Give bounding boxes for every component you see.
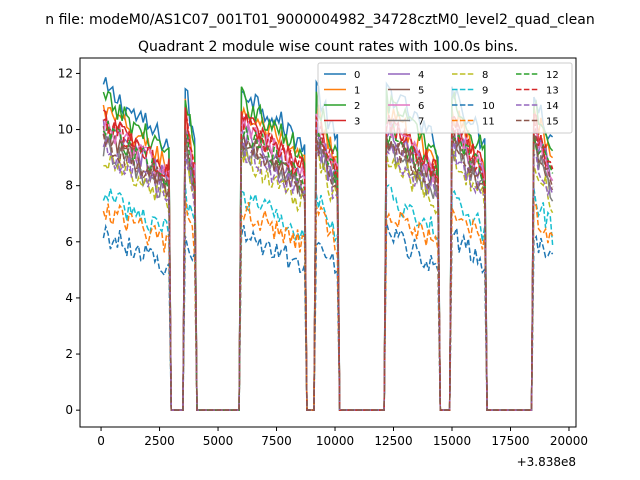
y-tick-label: 4: [65, 291, 73, 305]
legend-label: 0: [354, 70, 360, 81]
chart-title: Quadrant 2 module wise count rates with …: [138, 39, 518, 55]
legend-label: 10: [482, 101, 495, 112]
legend-label: 8: [482, 70, 488, 81]
legend-label: 6: [418, 101, 424, 112]
series-layer: [102, 77, 554, 411]
series-line: [102, 139, 554, 411]
legend-label: 9: [482, 86, 488, 97]
legend-label: 12: [546, 70, 559, 81]
x-tick-label: 20000: [550, 434, 588, 448]
x-tick-label: 12500: [374, 434, 412, 448]
x-tick-label: 17500: [491, 434, 529, 448]
legend-label: 2: [354, 101, 360, 112]
x-tick-label: 5000: [203, 434, 234, 448]
y-axis: 0 2 4 6 8 10 12: [58, 66, 80, 417]
legend-label: 1: [354, 86, 360, 97]
y-tick-label: 6: [65, 235, 73, 249]
y-tick-label: 10: [58, 123, 73, 137]
y-tick-label: 0: [65, 403, 73, 417]
x-tick-label: 0: [97, 434, 105, 448]
x-tick-label: 2500: [144, 434, 175, 448]
x-axis: 0 2500 5000 7500 10000 12500 15000 17500 20000: [97, 427, 588, 448]
legend-label: 4: [418, 70, 424, 81]
legend-label: 15: [546, 117, 559, 128]
legend-label: 13: [546, 86, 559, 97]
x-offset-label: +3.838e8: [517, 455, 576, 469]
x-tick-label: 7500: [261, 434, 292, 448]
x-tick-label: 15000: [433, 434, 471, 448]
y-tick-label: 2: [65, 347, 73, 361]
legend-label: 14: [546, 101, 559, 112]
x-tick-label: 10000: [316, 434, 354, 448]
legend-label: 11: [482, 117, 495, 128]
y-tick-label: 8: [65, 179, 73, 193]
legend-label: 5: [418, 86, 424, 97]
series-line: [102, 222, 554, 411]
series-line: [102, 128, 554, 411]
plot-frame: [79, 57, 577, 428]
series-line: [102, 120, 554, 411]
legend-label: 3: [354, 117, 360, 128]
y-tick-label: 12: [58, 66, 73, 80]
chart-suptitle: n file: modeM0/AS1C07_001T01_9000004982_…: [45, 12, 594, 28]
legend-label: 7: [418, 117, 424, 128]
legend-box: [317, 62, 573, 134]
